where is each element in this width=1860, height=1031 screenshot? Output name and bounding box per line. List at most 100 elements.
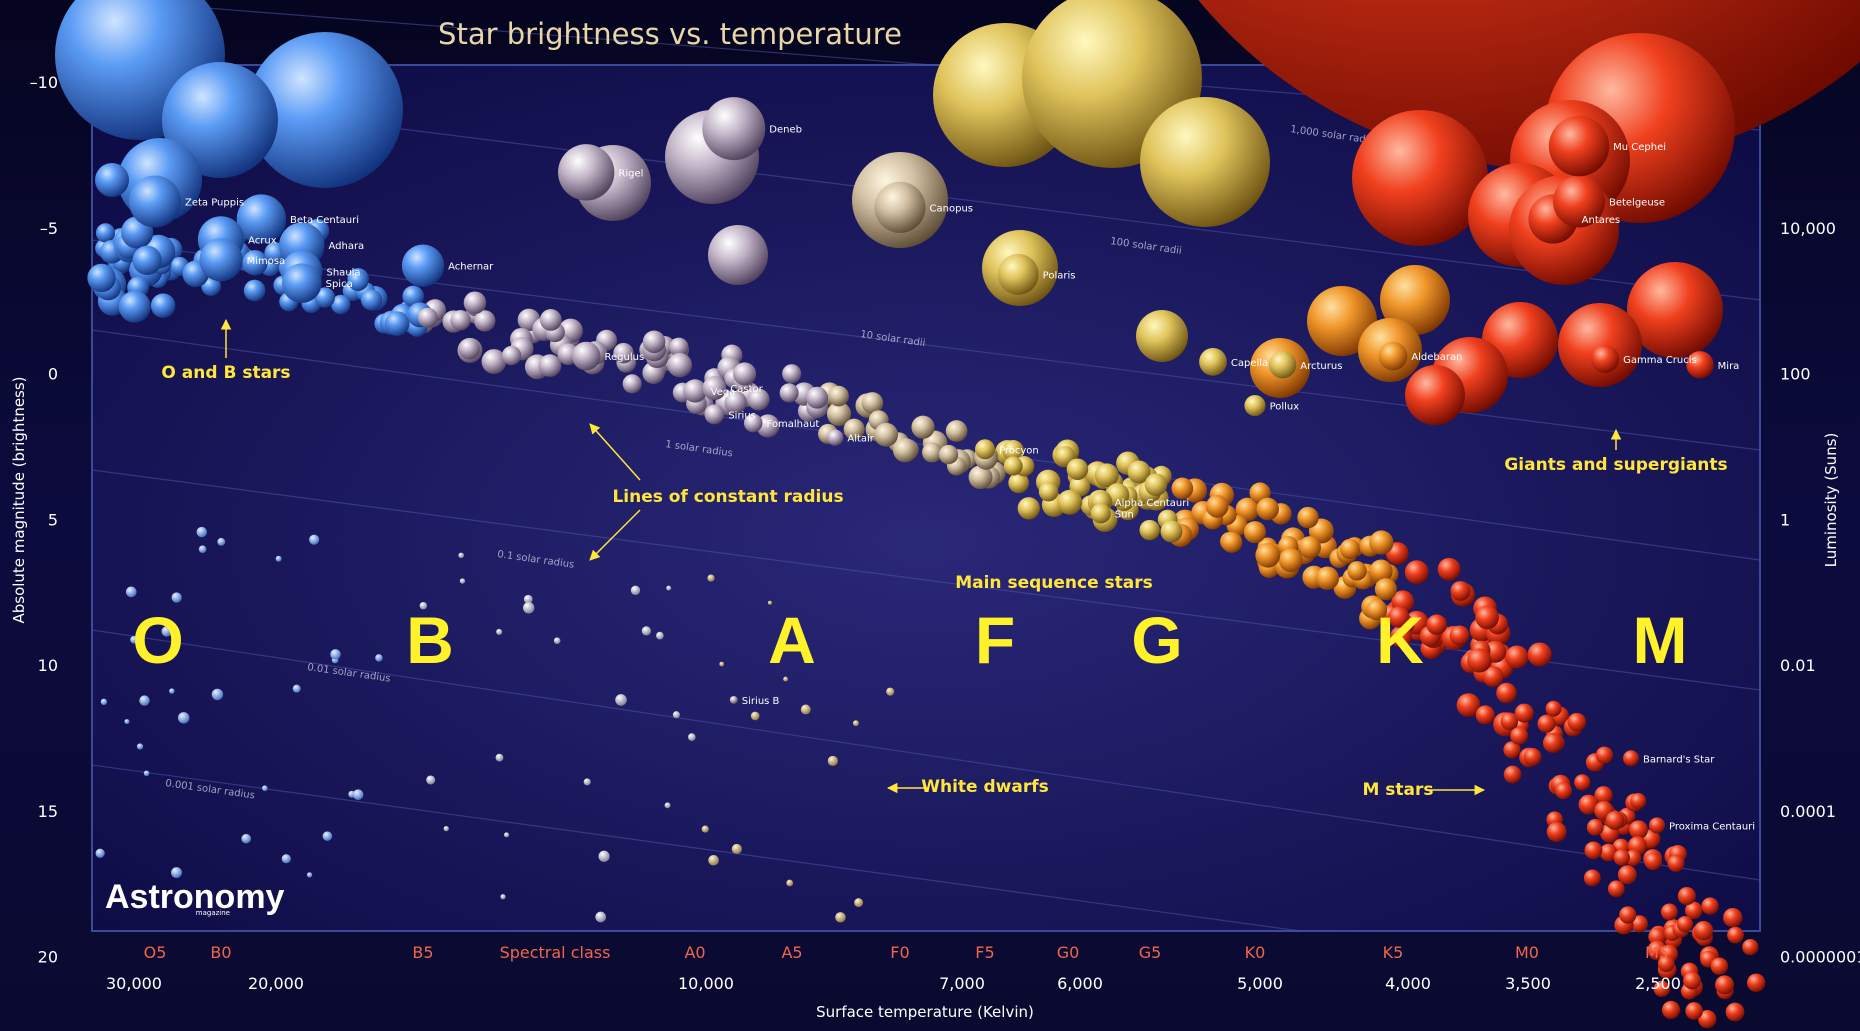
radius-line [91,764,1301,932]
white-dwarf-star [292,684,301,693]
white-dwarf-star [672,711,680,719]
main-sequence-star [1595,746,1614,764]
main-sequence-star [1542,732,1563,753]
y-left-tick: 5 [48,510,58,529]
star-label-deneb: Deneb [769,125,802,136]
main-sequence-star [1002,440,1024,462]
y-right-tick: 0.0000001 [1780,948,1860,967]
white-dwarf-star [719,661,725,667]
spectral-class-tick: F0 [890,943,909,962]
star-regulus [571,341,601,371]
main-sequence-star [938,444,959,465]
main-sequence-star [1660,903,1678,921]
main-sequence-star [1661,1000,1681,1020]
white-dwarf-star [666,585,672,591]
spectral-class-tick: K0 [1245,943,1266,962]
spectral-class-tick: B5 [412,943,433,962]
main-sequence-star [1619,906,1637,924]
main-sequence-star [1475,705,1495,725]
star-rigel [558,144,615,201]
white-dwarf-star [598,850,610,862]
spectral-class-tick: A5 [781,943,802,962]
main-sequence-star [1054,446,1076,467]
white-dwarf-star [375,654,383,662]
main-sequence-star [1727,926,1744,944]
spectral-class-title: Spectral class [500,943,611,962]
main-sequence-star [1537,714,1556,733]
star-label-canopus: Canopus [930,203,973,214]
star-achernar [401,244,445,287]
star-canopus [874,181,926,233]
white-dwarf-star [852,720,859,727]
main-sequence-star [1723,907,1743,928]
star-label-proxima-centauri: Proxima Centauri [1669,821,1755,832]
white-dwarf-star [169,688,175,694]
main-sequence-star [1496,682,1517,704]
white-dwarf-star [139,695,150,706]
main-sequence-star [1546,822,1567,842]
y-left-tick: 10 [38,656,58,675]
star-label-altair: Altair [847,434,874,445]
main-sequence-star [1369,559,1393,583]
main-sequence-star [922,442,943,463]
spectral-class-tick: K5 [1383,943,1404,962]
main-sequence-star [402,285,424,308]
main-sequence-star [1066,458,1089,481]
main-sequence-star [1648,927,1666,946]
main-sequence-star [1503,741,1521,759]
white-dwarf-star [767,600,772,605]
star-label-regulus: Regulus [605,352,645,363]
main-sequence-star [622,374,642,394]
y-left-axis-label: Absolute magnitude (brightness) [10,376,28,623]
spectral-class-tick: G0 [1057,943,1080,962]
temperature-tick: 30,000 [106,974,162,993]
giant-star [1352,110,1488,246]
star-label-aldebaran: Aldebaran [1411,352,1462,363]
star-label-spica: Spica [326,279,353,290]
giant-star [1140,97,1270,227]
main-sequence-star [1677,886,1696,906]
white-dwarf-star [835,912,846,923]
white-dwarf-star [504,832,510,838]
star-betelgeuse [1553,175,1605,228]
white-dwarf-star [783,676,789,682]
annotations: O and B stars Lines of constant radius Mai… [161,318,1728,800]
main-sequence-star [1057,489,1083,515]
white-dwarf-star [630,585,641,595]
white-dwarf-star [595,911,606,923]
annotation-o-and-b-stars: O and B stars [161,363,290,383]
white-dwarf-star [241,833,251,844]
y-left-tick: 15 [38,802,58,821]
main-sequence-star [1160,520,1183,543]
blue-star [242,250,268,276]
y-right-tick: 0.0001 [1780,802,1836,821]
main-sequence-star [1347,561,1367,581]
giant-star [247,32,403,188]
y-left-tick: 20 [38,948,58,967]
main-sequence-star [1567,712,1587,732]
white-dwarf-star [827,755,838,766]
white-dwarf-star [854,898,864,908]
white-dwarf-star [124,719,130,725]
white-dwarf-star [443,826,449,832]
white-dwarf-star [136,743,144,750]
main-sequence-star [1450,581,1471,601]
annotation-lines-of-constant-radius: Lines of constant radius [612,487,843,507]
y-left-tick: –10 [30,73,58,92]
main-sequence-star [1617,865,1637,885]
white-dwarf-star [459,578,466,584]
main-sequence-star [779,383,799,403]
white-dwarf-star [177,712,190,724]
main-sequence-star [1607,880,1625,898]
class-letter-b: B [406,603,454,677]
main-sequence-star [1094,463,1119,488]
star-label-fomalhaut: Fomalhaut [766,419,819,430]
white-dwarf-star [161,626,172,637]
main-sequence-star [1578,794,1599,815]
star-procyon [975,439,995,460]
star-deneb [702,97,766,161]
annotation-giants-and-supergiants: Giants and supergiants [1504,455,1727,475]
temperature-tick: 10,000 [678,974,734,993]
main-sequence-star [1657,955,1675,973]
main-sequence-star [360,289,383,311]
